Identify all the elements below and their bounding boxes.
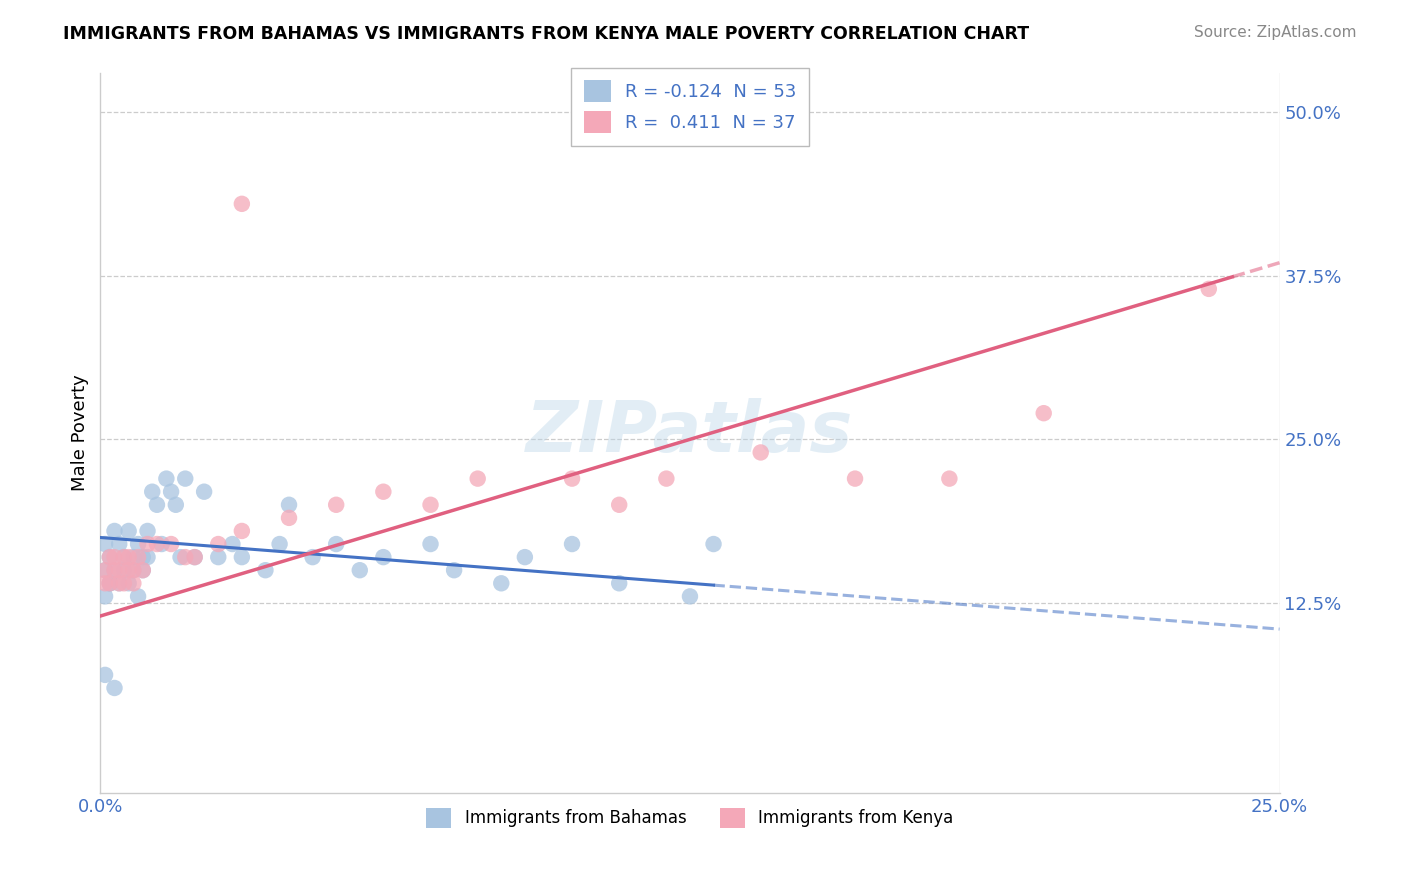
Point (103, 681, 125, 695)
Point (122, 550, 145, 565)
Point (607, 498, 630, 512)
Point (94, 563, 117, 577)
Point (94, 668, 117, 682)
Point (231, 524, 253, 538)
Point (103, 550, 125, 565)
Point (160, 537, 183, 551)
Point (132, 563, 155, 577)
Point (127, 550, 149, 565)
Point (278, 511, 301, 525)
Point (174, 550, 197, 565)
Point (169, 550, 191, 565)
Point (655, 472, 678, 486)
Text: ZIPatlas: ZIPatlas (526, 399, 853, 467)
Point (118, 524, 141, 538)
Point (136, 550, 159, 565)
Point (349, 563, 371, 577)
Point (108, 537, 131, 551)
Point (146, 537, 169, 551)
Point (1032, 406, 1054, 420)
Point (103, 524, 125, 538)
Point (174, 472, 197, 486)
Point (94, 576, 117, 591)
Point (98, 550, 121, 565)
Point (373, 550, 395, 565)
Point (183, 550, 205, 565)
Point (491, 576, 513, 591)
Point (103, 563, 125, 577)
Point (325, 537, 347, 551)
Point (419, 537, 441, 551)
Point (231, 197, 253, 211)
Point (132, 563, 155, 577)
Point (844, 472, 866, 486)
Point (325, 498, 347, 512)
Point (207, 550, 229, 565)
Point (112, 550, 135, 565)
Legend: Immigrants from Bahamas, Immigrants from Kenya: Immigrants from Bahamas, Immigrants from… (420, 801, 960, 835)
Point (373, 484, 395, 499)
Point (127, 590, 149, 604)
Point (122, 563, 145, 577)
Point (94, 590, 117, 604)
Point (98, 550, 121, 565)
Point (207, 537, 229, 551)
Point (193, 484, 215, 499)
Point (94, 537, 117, 551)
Point (112, 563, 135, 577)
Point (561, 537, 583, 551)
Point (1198, 282, 1220, 296)
Point (127, 537, 149, 551)
Point (94, 563, 117, 577)
Point (278, 498, 301, 512)
Point (221, 537, 243, 551)
Point (607, 576, 630, 591)
Point (98, 576, 121, 591)
Point (150, 537, 173, 551)
Point (122, 576, 145, 591)
Point (112, 550, 135, 565)
Point (136, 524, 159, 538)
Point (112, 576, 135, 591)
Point (118, 550, 141, 565)
Point (98, 576, 121, 591)
Text: IMMIGRANTS FROM BAHAMAS VS IMMIGRANTS FROM KENYA MALE POVERTY CORRELATION CHART: IMMIGRANTS FROM BAHAMAS VS IMMIGRANTS FR… (63, 25, 1029, 43)
Point (160, 484, 183, 499)
Point (136, 537, 159, 551)
Point (254, 563, 277, 577)
Point (443, 563, 465, 577)
Text: Source: ZipAtlas.com: Source: ZipAtlas.com (1194, 25, 1357, 40)
Point (165, 498, 187, 512)
Point (231, 550, 253, 565)
Point (938, 472, 960, 486)
Point (108, 563, 131, 577)
Point (122, 563, 145, 577)
Point (513, 550, 536, 565)
Point (155, 472, 177, 486)
Point (132, 550, 155, 565)
Point (749, 445, 772, 459)
Point (98, 576, 121, 591)
Point (419, 498, 441, 512)
Point (108, 576, 131, 591)
Point (146, 498, 169, 512)
Point (679, 590, 702, 604)
Point (118, 576, 141, 591)
Point (467, 472, 489, 486)
Point (301, 550, 323, 565)
Point (141, 484, 163, 499)
Point (108, 576, 131, 591)
Point (561, 472, 583, 486)
Point (702, 537, 724, 551)
Y-axis label: Male Poverty: Male Poverty (72, 375, 89, 491)
Point (103, 563, 125, 577)
Point (183, 550, 205, 565)
Point (269, 537, 291, 551)
Point (118, 563, 141, 577)
